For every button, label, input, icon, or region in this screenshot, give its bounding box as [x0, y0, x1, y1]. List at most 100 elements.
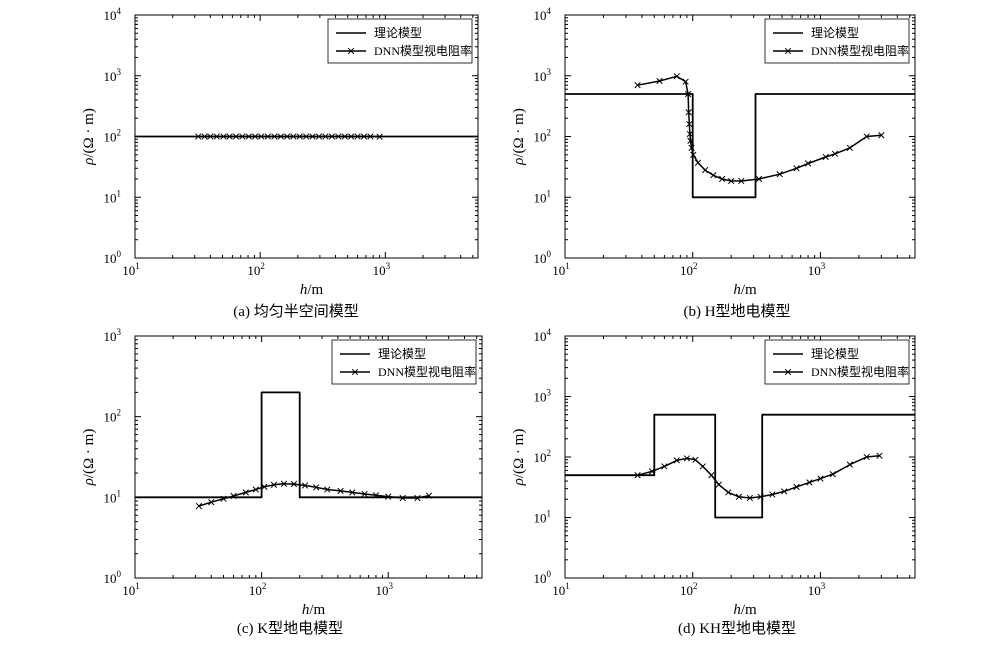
y-tick-label: 104	[534, 6, 552, 23]
data-point-marker	[324, 486, 331, 493]
data-point-marker	[208, 499, 215, 506]
data-point-marker	[242, 489, 249, 496]
data-point-marker	[376, 133, 383, 140]
data-point-marker	[283, 133, 291, 140]
y-tick-exponent: 1	[117, 188, 122, 198]
data-point-marker	[270, 481, 278, 488]
data-point-marker	[755, 175, 763, 183]
data-point-marker	[776, 170, 783, 178]
data-point-marker	[829, 471, 836, 478]
data-point-marker	[414, 494, 421, 502]
legend-label: 理论模型	[811, 26, 859, 40]
x-axis-label: h/m	[733, 282, 757, 298]
x-tick-exponent: 1	[135, 581, 140, 591]
y-tick-label: 100	[534, 569, 552, 586]
data-point-marker	[685, 109, 692, 116]
y-tick-label: 100	[534, 249, 552, 266]
data-point-marker	[683, 455, 691, 462]
data-point-marker	[335, 133, 342, 140]
data-point-marker	[239, 133, 246, 140]
data-point-marker	[686, 120, 693, 128]
theory-model-line	[565, 93, 915, 199]
data-point-marker	[793, 483, 800, 491]
data-point-marker	[315, 133, 323, 140]
y-tick-label: 102	[104, 408, 122, 425]
data-point-marker	[735, 493, 743, 500]
data-point-marker	[757, 493, 764, 500]
y-tick-label: 100	[104, 569, 122, 586]
x-tick-label: 102	[680, 261, 698, 278]
data-point-marker	[694, 159, 702, 166]
data-point-marker	[322, 133, 329, 140]
x-tick-exponent: 3	[389, 581, 394, 591]
y-tick-label: 102	[534, 128, 552, 145]
y-tick-exponent: 1	[117, 488, 122, 498]
data-point-marker	[746, 494, 753, 502]
data-point-marker	[264, 133, 271, 140]
y-tick-label: 101	[104, 488, 122, 505]
y-tick-exponent: 4	[117, 6, 122, 16]
data-point-marker	[201, 133, 208, 140]
data-point-marker	[313, 484, 320, 491]
data-point-marker	[230, 492, 237, 500]
y-tick-label: 100	[104, 249, 122, 266]
data-point-marker	[296, 133, 303, 140]
y-axis-label: ρ/(Ω · m)	[81, 108, 97, 166]
legend-label: 理论模型	[811, 347, 859, 361]
data-point-marker	[252, 486, 259, 493]
data-point-marker	[347, 133, 355, 140]
panel-caption: (c) K型地电模型	[237, 620, 343, 637]
data-point-marker	[251, 133, 259, 140]
data-point-marker	[245, 133, 252, 140]
data-point-marker	[682, 78, 689, 85]
x-axis-label: h/m	[302, 602, 326, 618]
x-tick-label: 102	[249, 581, 267, 598]
y-tick-label: 103	[104, 327, 122, 344]
data-point-marker	[226, 133, 233, 140]
data-point-marker	[863, 133, 870, 140]
y-axis-label: ρ/(Ω · m)	[511, 108, 527, 166]
legend-marker	[351, 368, 359, 376]
y-axis-label: ρ/(Ω · m)	[81, 429, 97, 487]
x-tick-label: 102	[680, 581, 698, 598]
dnn-resistivity-line	[637, 454, 880, 499]
data-point-marker	[290, 133, 297, 140]
theory-model-line	[135, 391, 482, 499]
x-tick-label: 101	[552, 581, 570, 598]
data-point-marker	[302, 133, 310, 140]
data-point-marker	[673, 73, 680, 80]
data-point-marker	[349, 489, 356, 496]
data-point-marker	[715, 481, 722, 488]
x-tick-label: 101	[122, 581, 140, 598]
legend-label: 理论模型	[374, 26, 422, 40]
x-tick-exponent: 3	[386, 261, 391, 271]
x-tick-exponent: 3	[821, 261, 826, 271]
data-point-marker	[725, 489, 732, 496]
x-tick-exponent: 1	[565, 581, 570, 591]
dnn-resistivity-line	[198, 483, 430, 507]
data-point-marker	[271, 133, 278, 140]
legend-marker	[784, 368, 792, 376]
y-tick-label: 101	[104, 188, 122, 205]
x-tick-exponent: 2	[262, 581, 267, 591]
data-point-marker	[738, 177, 745, 185]
y-tick-label: 102	[104, 128, 122, 145]
x-tick-exponent: 2	[693, 261, 698, 271]
data-point-marker	[690, 151, 697, 158]
data-point-marker	[817, 475, 824, 482]
data-point-marker	[258, 133, 265, 140]
legend-label: DNN模型视电阻率	[811, 364, 909, 379]
data-point-marker	[309, 133, 316, 140]
data-point-marker	[301, 482, 309, 489]
y-tick-label: 103	[104, 67, 122, 84]
y-tick-label: 103	[534, 388, 552, 405]
y-tick-exponent: 2	[117, 128, 122, 138]
data-point-marker	[831, 150, 839, 157]
y-tick-exponent: 0	[547, 249, 552, 259]
x-axis-label: h/m	[300, 282, 324, 298]
y-tick-label: 101	[534, 188, 552, 205]
